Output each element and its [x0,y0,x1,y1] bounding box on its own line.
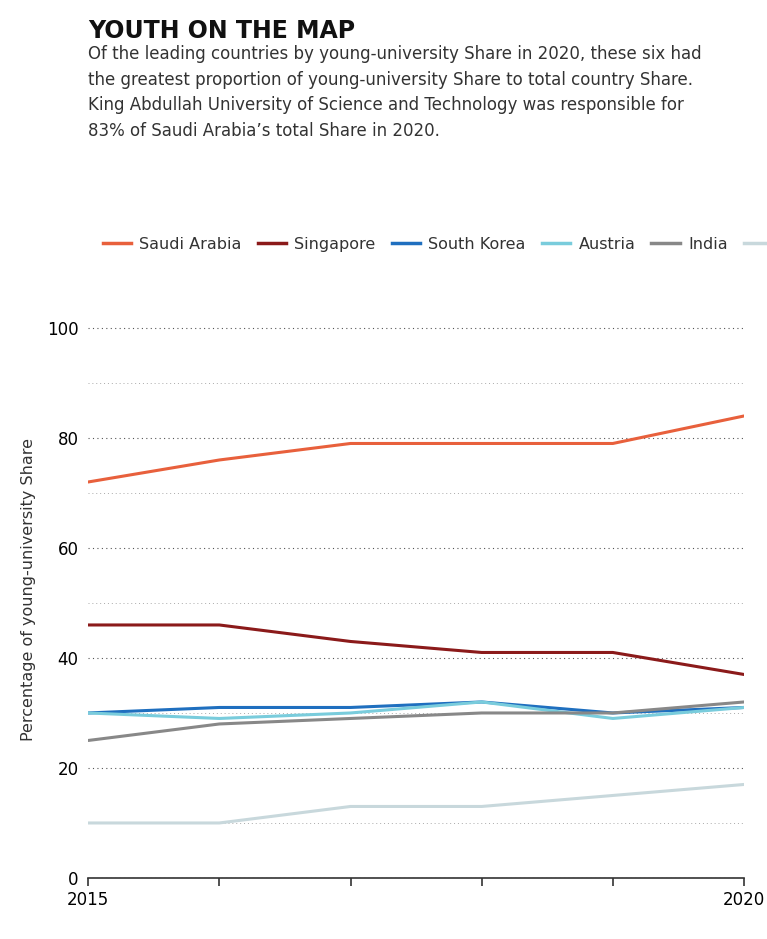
Text: YOUTH ON THE MAP: YOUTH ON THE MAP [88,19,355,43]
Legend: Saudi Arabia, Singapore, South Korea, Austria, India, China: Saudi Arabia, Singapore, South Korea, Au… [96,230,767,258]
Text: Of the leading countries by young-university Share in 2020, these six had
the gr: Of the leading countries by young-univer… [88,45,702,140]
Y-axis label: Percentage of young-university Share: Percentage of young-university Share [21,438,36,741]
